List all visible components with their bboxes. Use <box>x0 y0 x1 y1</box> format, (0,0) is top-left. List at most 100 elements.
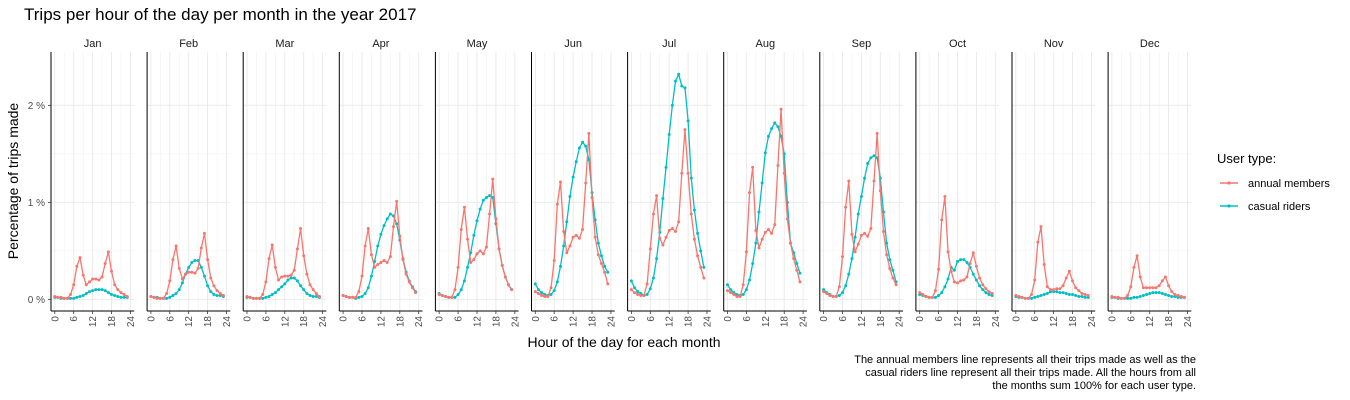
data-point-casual-riders <box>757 210 761 214</box>
data-point-annual-members <box>792 257 796 261</box>
data-point-casual-riders <box>952 268 956 272</box>
x-tick-label: 0 <box>50 316 61 322</box>
data-point-casual-riders <box>866 162 870 166</box>
data-point-annual-members <box>286 274 290 278</box>
data-point-annual-members <box>1014 293 1018 297</box>
data-point-casual-riders <box>366 286 370 290</box>
data-point-annual-members <box>674 229 678 233</box>
data-point-annual-members <box>404 272 408 276</box>
data-point-casual-riders <box>308 293 312 297</box>
data-point-annual-members <box>488 212 492 216</box>
data-point-casual-riders <box>984 291 988 295</box>
x-tick-label: 18 <box>203 316 214 328</box>
data-point-annual-members <box>850 232 854 236</box>
data-point-annual-members <box>363 244 367 248</box>
data-point-annual-members <box>62 296 66 300</box>
chart-title: Trips per hour of the day per month in t… <box>24 5 417 24</box>
data-point-annual-members <box>1030 293 1034 297</box>
data-point-casual-riders <box>599 254 603 258</box>
data-point-casual-riders <box>596 241 600 245</box>
data-point-annual-members <box>500 263 504 267</box>
data-point-annual-members <box>494 217 498 221</box>
x-axis-title: Hour of the day for each month <box>528 334 721 350</box>
data-point-casual-riders <box>856 212 860 216</box>
data-point-casual-riders <box>119 295 123 299</box>
legend-label: casual riders <box>1248 201 1311 213</box>
data-point-annual-members <box>757 246 761 250</box>
data-point-casual-riders <box>478 207 482 211</box>
data-point-annual-members <box>168 279 172 283</box>
data-point-annual-members <box>360 274 364 278</box>
data-point-casual-riders <box>636 290 640 294</box>
data-point-casual-riders <box>763 151 767 155</box>
data-point-casual-riders <box>1067 293 1071 297</box>
y-tick-label: 2 % <box>28 101 45 112</box>
data-point-annual-members <box>302 254 306 258</box>
data-point-casual-riders <box>94 288 98 292</box>
panel-jul: Jul 0 6 12 18 24 <box>627 38 714 327</box>
data-point-annual-members <box>590 196 594 200</box>
series-line-casual-riders <box>54 289 128 300</box>
data-point-casual-riders <box>206 284 210 288</box>
data-point-annual-members <box>1067 269 1071 273</box>
data-point-annual-members <box>91 277 95 281</box>
data-point-casual-riders <box>177 288 181 292</box>
data-point-casual-riders <box>1036 294 1040 298</box>
data-point-casual-riders <box>75 295 79 299</box>
data-point-annual-members <box>388 255 392 259</box>
data-point-annual-members <box>196 266 200 270</box>
data-point-casual-riders <box>382 224 386 228</box>
data-point-annual-members <box>981 283 985 287</box>
x-tick-label: 12 <box>665 316 676 328</box>
data-point-annual-members <box>642 293 646 297</box>
data-point-annual-members <box>696 254 700 258</box>
data-point-annual-members <box>484 245 488 249</box>
data-point-casual-riders <box>376 244 380 248</box>
data-point-casual-riders <box>292 276 296 280</box>
data-point-annual-members <box>677 220 681 224</box>
x-tick-label: 0 <box>627 316 638 322</box>
data-point-annual-members <box>385 260 389 264</box>
data-point-casual-riders <box>664 165 668 169</box>
x-tick-label: 6 <box>934 316 945 322</box>
x-tick-label: 12 <box>857 316 868 328</box>
data-point-annual-members <box>507 283 511 287</box>
data-point-annual-members <box>414 291 418 295</box>
series-line-casual-riders <box>726 122 801 297</box>
data-point-casual-riders <box>577 146 581 150</box>
x-tick-label: 0 <box>819 316 830 322</box>
data-point-casual-riders <box>305 292 309 296</box>
data-point-annual-members <box>1017 294 1021 298</box>
data-point-annual-members <box>171 258 175 262</box>
data-point-annual-members <box>472 258 476 262</box>
data-point-annual-members <box>795 268 799 272</box>
data-point-annual-members <box>199 246 203 250</box>
data-point-annual-members <box>215 289 219 293</box>
data-point-annual-members <box>536 292 540 296</box>
data-point-annual-members <box>81 273 85 277</box>
data-point-casual-riders <box>171 293 175 297</box>
data-point-casual-riders <box>81 293 85 297</box>
data-point-annual-members <box>1145 286 1149 290</box>
data-point-annual-members <box>593 235 597 239</box>
data-point-annual-members <box>568 244 572 248</box>
x-tick-label: 12 <box>280 316 291 328</box>
data-point-casual-riders <box>110 293 114 297</box>
data-point-casual-riders <box>276 288 280 292</box>
panel-nov: Nov 0 6 12 18 24 <box>1011 38 1098 327</box>
data-point-annual-members <box>738 294 742 298</box>
data-point-annual-members <box>1173 293 1177 297</box>
data-point-casual-riders <box>212 293 216 297</box>
data-point-casual-riders <box>97 288 101 292</box>
x-tick-label: 12 <box>184 316 195 328</box>
data-point-annual-members <box>1113 295 1117 299</box>
data-point-annual-members <box>683 128 687 132</box>
data-point-casual-riders <box>1042 293 1046 297</box>
series-line-casual-riders <box>1015 290 1089 300</box>
data-point-casual-riders <box>674 79 678 83</box>
data-point-casual-riders <box>1061 291 1065 295</box>
data-point-casual-riders <box>629 279 633 283</box>
data-point-casual-riders <box>1138 294 1142 298</box>
data-point-annual-members <box>478 249 482 253</box>
